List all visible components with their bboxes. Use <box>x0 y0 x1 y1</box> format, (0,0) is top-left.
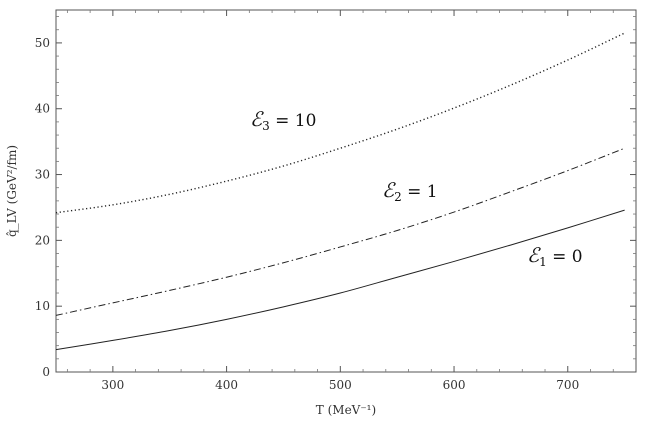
series-label-3: ℰ3 = 10 <box>250 107 316 133</box>
y-axis-title: q̂_LV (GeV²/fm) <box>5 145 19 237</box>
series-label-1: ℰ1 = 0 <box>527 243 583 269</box>
x-tick-label: 300 <box>101 378 124 392</box>
y-tick-label: 0 <box>42 365 50 379</box>
y-tick-label: 30 <box>35 168 50 182</box>
y-tick-label: 40 <box>35 102 50 116</box>
x-tick-label: 700 <box>556 378 579 392</box>
x-tick-label: 500 <box>329 378 352 392</box>
x-axis-title: T (MeV⁻¹) <box>316 403 376 417</box>
series-line-1 <box>55 209 625 351</box>
plot-frame <box>55 9 637 373</box>
annotations: ℰ3 = 10 ℰ2 = 1 ℰ1 = 0 <box>250 107 583 269</box>
axes: 300 400 500 600 700 0 10 20 30 40 50 <box>35 9 637 392</box>
series-line-3 <box>55 32 625 214</box>
series-group <box>55 32 625 351</box>
y-tick-label: 20 <box>35 233 50 247</box>
y-tick-label: 50 <box>35 36 50 50</box>
y-tick-label: 10 <box>35 299 50 313</box>
x-tick-label: 400 <box>215 378 238 392</box>
series-label-2: ℰ2 = 1 <box>382 178 438 204</box>
series-line-2 <box>55 147 625 316</box>
x-tick-label: 600 <box>443 378 466 392</box>
